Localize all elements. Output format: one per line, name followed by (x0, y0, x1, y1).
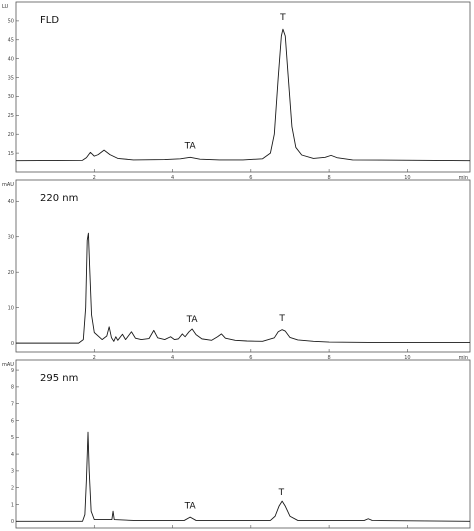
y-tick-label-1-4: 40 (8, 199, 14, 205)
panel-frame-1 (15, 179, 471, 353)
panel-frame-0 (15, 1, 471, 173)
y-tick-label-2-2: 2 (11, 485, 14, 491)
x-tick-label-0-4: 10 (404, 175, 410, 181)
x-unit-label-0: min (459, 175, 468, 181)
y-tick-label-2-0: 0 (11, 519, 14, 525)
x-unit-label-1: min (459, 355, 468, 361)
peak-label-ta-2: TA (184, 502, 197, 512)
y-tick-label-1-2: 20 (8, 270, 14, 276)
x-tick-label-1-4: 10 (404, 355, 410, 361)
panel-title-0: FLD (40, 15, 59, 26)
chromatogram-trace-2-0 (16, 431, 471, 522)
panel-frame-2 (15, 359, 471, 529)
chromatogram-trace-0-0 (15, 28, 471, 162)
y-tick-label-0-2: 25 (8, 113, 14, 119)
y-tick-label-2-9: 9 (11, 368, 14, 374)
x-tick-label-1-1: 4 (171, 355, 174, 361)
chromatogram-trace-1-0 (16, 232, 470, 344)
y-tick-label-1-3: 30 (8, 235, 14, 241)
x-tick-label-1-2: 6 (249, 355, 252, 361)
y-tick-label-1-0: 0 (11, 341, 14, 347)
x-tick-label-0-1: 4 (171, 175, 174, 181)
y-tick-label-1-1: 10 (8, 305, 14, 311)
y-tick-label-0-0: 15 (8, 151, 14, 157)
panel-title-2: 295 nm (40, 373, 78, 384)
y-tick-label-2-1: 1 (11, 502, 14, 508)
x-tick-label-0-3: 8 (328, 175, 331, 181)
y-unit-label-1: mAU (2, 182, 14, 188)
peak-label-ta-1: TA (186, 315, 199, 325)
y-tick-label-0-6: 45 (8, 38, 14, 44)
y-unit-label-0: LU (2, 4, 9, 10)
y-tick-label-0-3: 30 (8, 94, 14, 100)
y-tick-label-0-4: 35 (8, 75, 14, 81)
peak-label-t-0: T (279, 13, 286, 23)
y-tick-label-2-6: 6 (11, 418, 14, 424)
y-tick-label-0-5: 40 (8, 56, 14, 62)
y-tick-label-0-7: 50 (8, 19, 14, 25)
y-tick-label-2-7: 7 (11, 401, 14, 407)
x-tick-label-1-3: 8 (328, 355, 331, 361)
panel-title-1: 220 nm (40, 193, 78, 204)
x-tick-label-1-0: 2 (93, 355, 96, 361)
y-tick-label-2-3: 3 (11, 469, 14, 475)
y-unit-label-2: mAU (2, 362, 14, 368)
y-tick-label-2-4: 4 (11, 452, 14, 458)
peak-label-t-2: T (278, 488, 285, 498)
peak-label-ta-0: TA (184, 142, 197, 152)
x-tick-label-0-0: 2 (93, 175, 96, 181)
y-tick-label-0-1: 20 (8, 132, 14, 138)
peak-label-t-1: T (278, 314, 285, 324)
y-tick-label-2-5: 5 (11, 435, 14, 441)
y-tick-label-2-8: 8 (11, 385, 14, 391)
x-tick-label-0-2: 6 (249, 175, 252, 181)
